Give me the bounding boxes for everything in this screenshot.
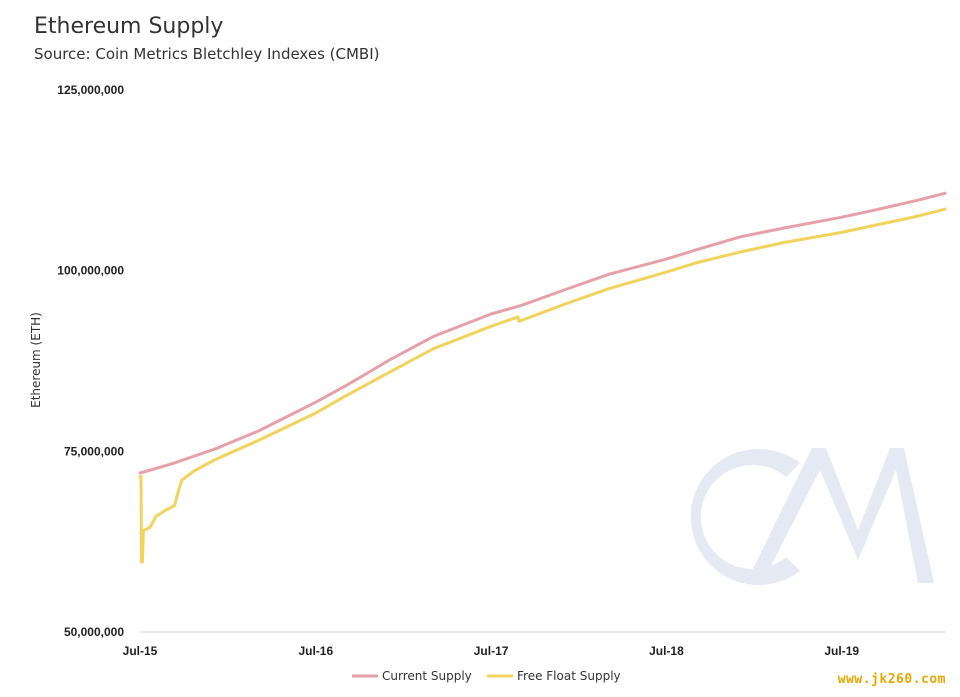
x-tick-label: Jul-16 — [298, 644, 333, 658]
chart-subtitle: Source: Coin Metrics Bletchley Indexes (… — [34, 45, 380, 63]
y-tick-label: 100,000,000 — [57, 264, 124, 278]
y-tick-label: 125,000,000 — [57, 83, 124, 97]
y-axis-label: Ethereum (ETH) — [29, 312, 43, 408]
x-tick-label: Jul-15 — [123, 644, 158, 658]
series-line-free-float-supply — [138, 207, 947, 564]
x-tick-label: Jul-19 — [824, 644, 859, 658]
legend: Current Supply Free Float Supply — [352, 669, 621, 683]
legend-label-current-supply: Current Supply — [382, 669, 472, 683]
y-tick-label: 75,000,000 — [64, 444, 124, 458]
series-lines — [138, 191, 947, 564]
legend-label-free-float-supply: Free Float Supply — [517, 669, 621, 683]
series-line-current-supply — [138, 191, 947, 475]
chart-title: Ethereum Supply — [34, 14, 224, 39]
cm-logo-watermark — [690, 448, 934, 585]
site-watermark: www.jk260.com — [837, 672, 946, 687]
axes: 50,000,000 75,000,000 100,000,000 125,000,0… — [57, 83, 945, 658]
x-tick-label: Jul-17 — [474, 644, 509, 658]
y-tick-label: 50,000,000 — [64, 625, 124, 639]
x-tick-label: Jul-18 — [649, 644, 684, 658]
